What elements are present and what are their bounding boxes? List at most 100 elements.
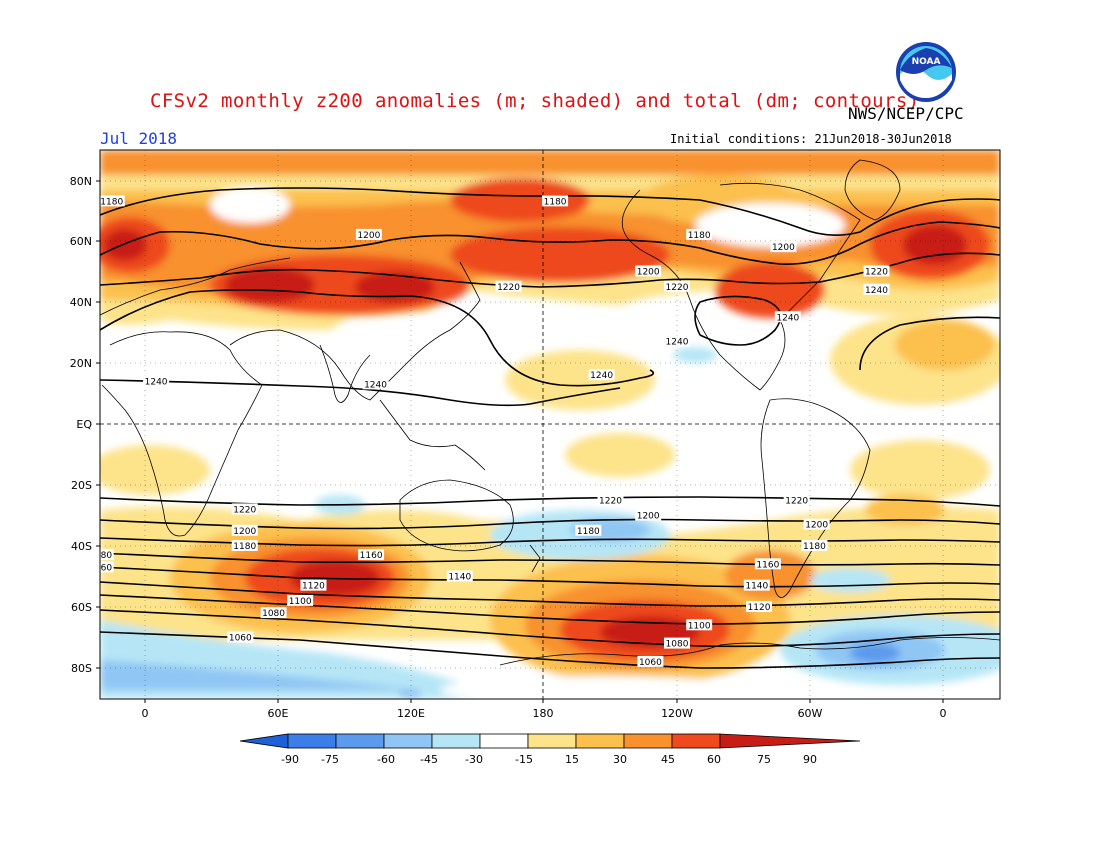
contour-label: 1240: [774, 311, 801, 323]
contour-label-text: 1220: [865, 268, 888, 278]
contour-label: 1220: [231, 503, 258, 515]
contour-1060-south: [100, 631, 1000, 669]
contour-label-box: [100, 561, 114, 573]
contour-label: 1240: [143, 375, 170, 387]
contour-label: 1220: [664, 280, 690, 293]
lon-tick-label: 60W: [798, 707, 823, 720]
contour-label-text: 1220: [666, 283, 689, 293]
contour-label-text: 1160: [360, 551, 383, 561]
contour-label-text: 1160: [89, 563, 112, 573]
colorbar-swatch: [575, 733, 625, 749]
contour-label-box: [783, 494, 810, 506]
noaa-logo: NOAA: [896, 42, 956, 102]
contour-label-box: [143, 375, 170, 387]
namerica-outline: [622, 182, 861, 391]
contour-label: 1180: [575, 524, 602, 537]
contour-label-box: [746, 601, 773, 612]
contour-label: 1220: [783, 494, 810, 506]
lon-tick-marks: [144, 699, 944, 703]
seasia-outline: [379, 399, 486, 471]
agency-label: NWS/NCEP/CPC: [848, 104, 964, 123]
contour-label-text: 1100: [289, 597, 312, 607]
contour-1200-north: [100, 221, 1000, 265]
contour-label-box: [495, 280, 522, 292]
colorbar-arrow-low: [239, 733, 289, 749]
contour-label-box: [231, 503, 258, 515]
contour-1240-subtropical: [100, 379, 621, 407]
contour-1240-eatl: [859, 316, 1000, 371]
contour-1180-south: [100, 537, 1000, 547]
height-contours: [100, 187, 1000, 669]
contour-label-box: [355, 228, 382, 240]
lat-tick-label: 40N: [70, 296, 92, 309]
contour-label-text: 1240: [145, 377, 168, 387]
antarctica-outline: [499, 637, 1000, 666]
colorbar-swatches: [239, 733, 861, 749]
lat-axis: 80N 60N 40N 20N EQ 20S 40S 60S 80S: [70, 175, 100, 675]
contour-label: 1220: [597, 494, 624, 506]
contour-label-text: 1180: [89, 551, 112, 561]
lon-axis: 0 60E 120E 180 120W 60W 0: [142, 699, 947, 720]
contour-label: 1160: [358, 549, 385, 561]
contour-label: 1240: [588, 369, 615, 381]
contour-label-box: [664, 280, 690, 292]
colorbar-swatch: [623, 733, 673, 749]
contour-label-box: [754, 558, 781, 570]
colorbar-tick: -90: [281, 753, 299, 766]
contour-label-text: 1200: [357, 231, 380, 241]
contour-label: 1240: [863, 283, 890, 296]
colorbar-swatch: [527, 733, 577, 749]
contour-label: 1060: [637, 655, 664, 668]
contour-label: 1180: [686, 228, 713, 241]
europe-outline: [100, 257, 291, 316]
contour-label: 1060: [227, 631, 254, 644]
contour-label: 1220: [495, 280, 522, 293]
contour-label-box: [863, 265, 890, 277]
contour-labels: 1180 1180 1180 1200 1200 1200 1220 1220 1220 1240…: [89, 195, 890, 668]
colorbar-tick: -60: [377, 753, 395, 766]
contour-label-box: [100, 549, 114, 561]
africa-outline: [101, 331, 263, 537]
contour-label-box: [770, 241, 797, 253]
contour-label: 1080: [664, 637, 690, 650]
gridlines: [100, 150, 1000, 699]
contour-label-box: [686, 228, 713, 240]
contour-label: 1080: [260, 607, 287, 619]
lon-tick-label: 60E: [268, 707, 289, 720]
contour-label-text: 1080: [666, 640, 689, 650]
colorbar-tick: -45: [420, 753, 438, 766]
contour-label-box: [635, 509, 662, 521]
colorbar-tick: 15: [565, 753, 579, 766]
contour-label: 1120: [746, 601, 773, 613]
contour-1240-natl: [694, 295, 782, 346]
contour-label-box: [542, 195, 569, 207]
contour-label-text: 1100: [688, 621, 711, 631]
contour-label-box: [362, 378, 389, 390]
colorbar-tick: 90: [803, 753, 817, 766]
lat-tick-label: 80S: [71, 662, 92, 675]
contour-label: 1200: [635, 509, 662, 522]
contour-label-text: 1180: [544, 197, 567, 207]
contour-label-text: 1200: [637, 512, 660, 522]
contour-label-box: [231, 524, 258, 536]
contour-label: 1140: [446, 570, 473, 583]
contour-label-text: 1140: [745, 582, 768, 592]
lat-tick-label: 20S: [71, 479, 92, 492]
contour-label: 1200: [803, 518, 830, 531]
lon-tick-label: 0: [940, 707, 947, 720]
contour-label-text: 1120: [302, 582, 325, 592]
contour-label-box: [803, 518, 830, 530]
contour-label: 1220: [863, 265, 890, 278]
contour-label-text: 1240: [776, 313, 799, 323]
contour-1120-south: [100, 581, 1000, 607]
colorbar-tick: 60: [707, 753, 721, 766]
colorbar-tick: 30: [613, 753, 627, 766]
contour-label: 1100: [287, 594, 314, 607]
contour-label-box: [664, 637, 690, 649]
contour-1220-north: [100, 252, 1000, 288]
lat-tick-label: 80N: [70, 175, 92, 188]
contour-label-text: 1220: [599, 496, 622, 506]
contour-label-box: [575, 524, 602, 536]
initial-conditions: Initial conditions: 21Jun2018-30Jun2018: [670, 132, 952, 146]
contour-1180-north: [100, 187, 1000, 236]
